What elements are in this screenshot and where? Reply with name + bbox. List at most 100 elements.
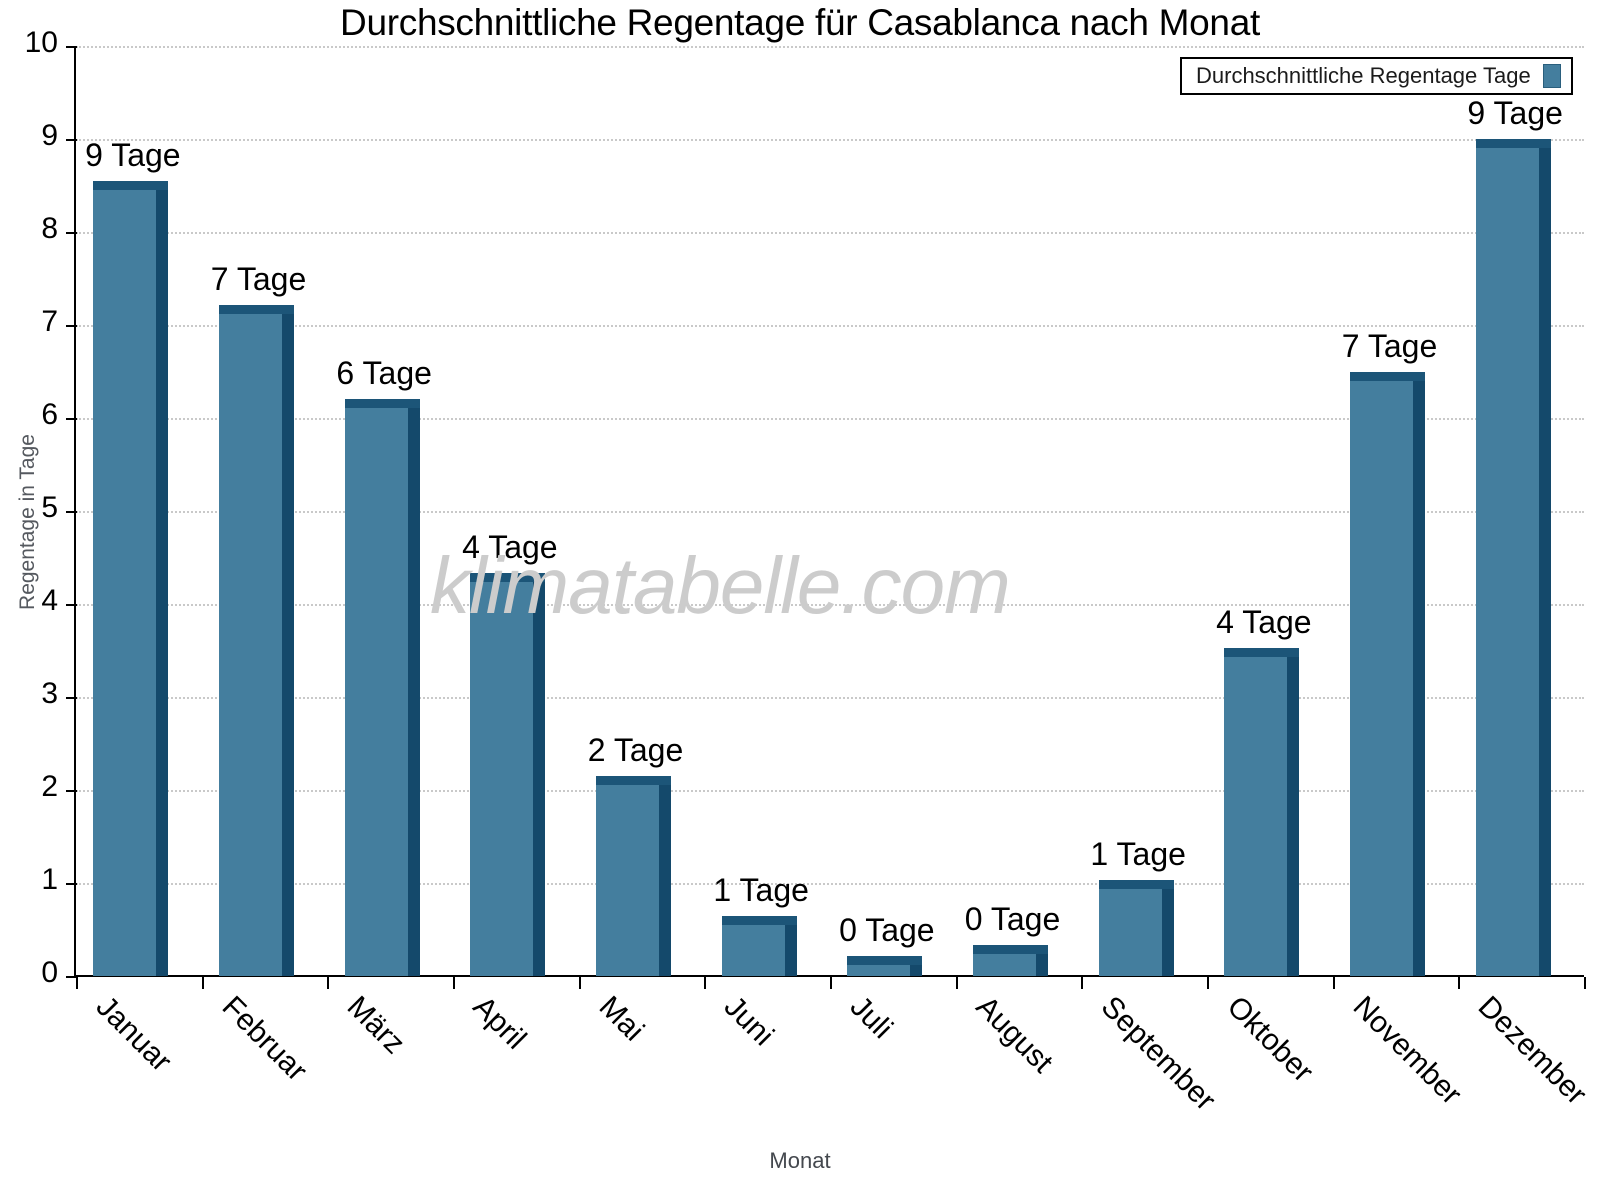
bar-side-face — [659, 776, 671, 976]
x-axis-line — [76, 975, 1584, 977]
bar-side-face — [282, 304, 294, 976]
y-tick-label: 10 — [24, 26, 58, 59]
y-tick-label: 3 — [41, 677, 58, 710]
bar-top-face — [1475, 139, 1551, 148]
gridline — [76, 697, 1584, 699]
bar-value-label: 4 Tage — [462, 529, 558, 566]
bar-top-face — [219, 304, 294, 314]
bar-side-face — [784, 915, 797, 976]
x-tick-mark — [1207, 977, 1209, 989]
gridline — [76, 325, 1584, 327]
x-tick-label: August — [969, 990, 1059, 1080]
y-tick-mark — [66, 976, 77, 978]
x-tick-label: Februar — [215, 990, 313, 1088]
x-tick-mark — [1081, 977, 1084, 989]
x-tick-label: Januar — [89, 990, 178, 1079]
x-tick-mark — [578, 977, 581, 989]
x-tick-label: Dezember — [1471, 990, 1594, 1112]
gridline — [76, 511, 1584, 513]
bar-value-label: 1 Tage — [1090, 836, 1186, 873]
x-tick-mark — [327, 977, 330, 989]
bar-front-face — [1350, 371, 1413, 976]
bar-top-face — [847, 955, 923, 965]
y-tick-label: 0 — [41, 956, 58, 989]
y-tick-mark — [66, 232, 77, 234]
chart-title: Durchschnittliche Regentage für Casablan… — [340, 2, 1260, 43]
bar-side-face — [156, 180, 169, 976]
bar-top-face — [596, 776, 671, 786]
bar-side-face — [1161, 880, 1174, 976]
x-tick-label: Oktober — [1220, 990, 1320, 1089]
x-axis-title: Monat — [769, 1148, 831, 1173]
bar-front-face — [596, 776, 659, 976]
bar-top-face — [1098, 880, 1174, 890]
x-tick-label: November — [1346, 990, 1468, 1112]
y-tick-mark — [66, 325, 77, 327]
legend-label: Durchschnittliche Regentage Tage — [1196, 63, 1531, 88]
bar[interactable] — [596, 776, 671, 976]
bar-side-face — [407, 399, 420, 976]
bar-top-face — [1350, 371, 1425, 381]
x-tick-mark — [1332, 977, 1335, 989]
bar-value-label: 7 Tage — [1341, 327, 1438, 364]
bar-top-face — [721, 915, 797, 925]
bar[interactable] — [93, 180, 169, 976]
y-tick-mark — [66, 511, 77, 513]
bar[interactable] — [1224, 647, 1300, 976]
bar-value-label: 7 Tage — [210, 260, 307, 297]
y-tick-mark — [66, 418, 77, 420]
bar[interactable] — [1098, 880, 1174, 976]
bar-front-face — [1475, 139, 1539, 976]
bar-side-face — [1538, 139, 1551, 976]
y-tick-label: 5 — [41, 491, 58, 524]
bar-top-face — [93, 180, 169, 190]
x-tick-label: Juni — [717, 990, 781, 1053]
bar[interactable] — [1350, 371, 1425, 976]
y-axis-title: Regentage in Tage — [16, 434, 39, 610]
x-tick-mark — [1584, 977, 1586, 989]
y-tick-label: 2 — [41, 770, 58, 803]
x-tick-mark — [76, 977, 78, 989]
x-tick-label: März — [340, 990, 412, 1061]
bar-value-label: 1 Tage — [713, 871, 809, 908]
gridline — [76, 46, 1584, 48]
bar[interactable] — [973, 945, 1048, 976]
bar[interactable] — [219, 304, 294, 976]
x-tick-label: Juli — [843, 990, 899, 1046]
bar-side-face — [533, 573, 546, 976]
bar[interactable] — [1475, 139, 1551, 976]
x-tick-mark — [830, 977, 832, 989]
bar[interactable] — [721, 915, 797, 976]
bar-front-face — [470, 573, 534, 976]
bar[interactable] — [344, 399, 420, 976]
chart-legend: Durchschnittliche Regentage Tage — [1180, 57, 1573, 95]
gridline — [76, 139, 1584, 141]
y-tick-mark — [66, 790, 77, 792]
bar-value-label: 2 Tage — [587, 732, 684, 769]
y-tick-mark — [66, 883, 77, 885]
bar-top-face — [344, 399, 420, 409]
bar-front-face — [219, 304, 282, 976]
x-tick-mark — [201, 977, 204, 989]
x-tick-mark — [704, 977, 707, 989]
bar-side-face — [1413, 371, 1425, 976]
x-tick-mark — [453, 977, 455, 989]
y-tick-label: 6 — [41, 398, 58, 431]
gridline — [76, 232, 1584, 234]
bar-value-label: 6 Tage — [336, 355, 432, 392]
gridline — [76, 790, 1584, 792]
bar-front-face — [1098, 880, 1162, 976]
bar-side-face — [1287, 647, 1300, 976]
x-tick-label: April — [466, 990, 533, 1056]
bar-value-label: 4 Tage — [1216, 603, 1312, 640]
bar[interactable] — [470, 573, 546, 976]
bar-front-face — [344, 399, 408, 976]
bar-top-face — [973, 945, 1048, 955]
bar-value-label: 9 Tage — [1467, 95, 1563, 131]
x-tick-label: Mai — [592, 990, 650, 1048]
watermark: klimatabelle.com — [430, 541, 1011, 630]
legend-color-swatch — [1542, 64, 1561, 88]
bar-value-label: 0 Tage — [964, 901, 1061, 938]
bar[interactable] — [847, 955, 923, 976]
plot-area — [76, 46, 1584, 976]
